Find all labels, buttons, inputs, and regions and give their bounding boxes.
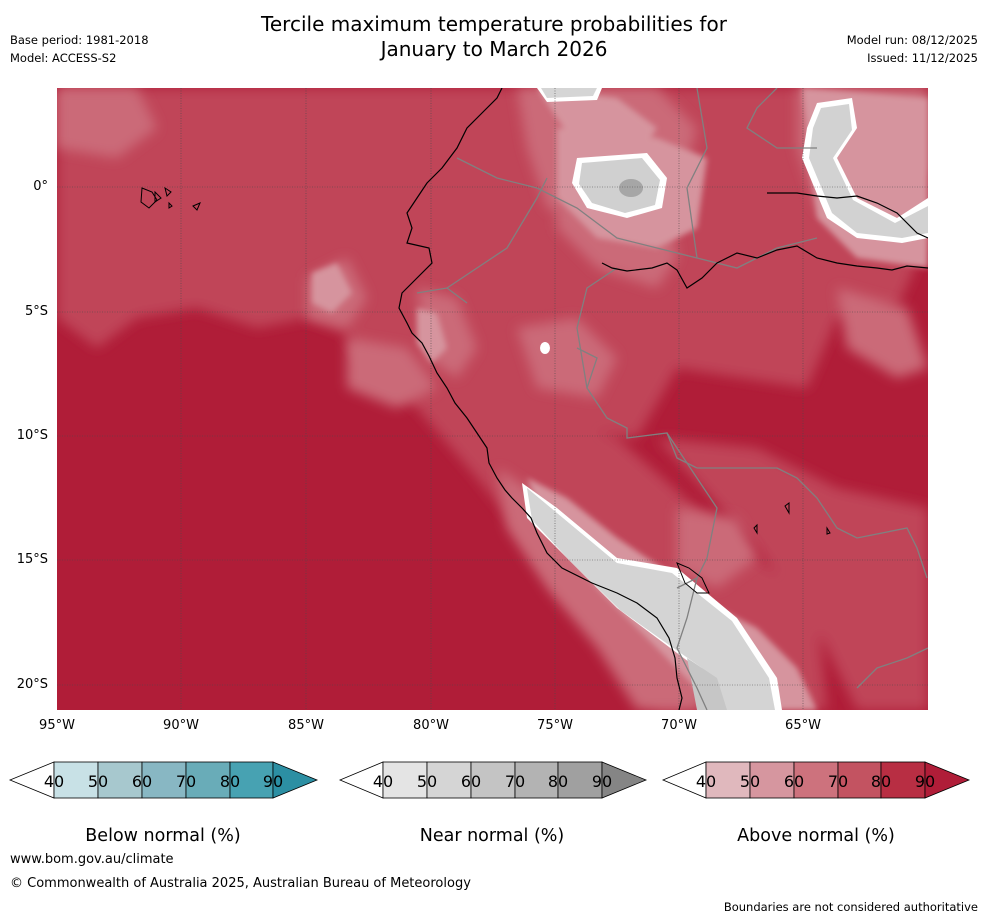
lon-label-90w: 90°W bbox=[163, 718, 199, 733]
graticule bbox=[57, 88, 928, 710]
cb1-seg-5 bbox=[557, 761, 603, 799]
lon-label-65w: 65°W bbox=[785, 718, 821, 733]
cb1-tick-80: 80 bbox=[547, 772, 569, 791]
title-line-2: January to March 2026 bbox=[380, 37, 608, 61]
model-name: Model: ACCESS-S2 bbox=[10, 51, 117, 65]
cb0-tick-90: 90 bbox=[262, 772, 284, 791]
cb2-seg-3 bbox=[793, 761, 839, 799]
colorbar-label-above-normal: Above normal (%) bbox=[737, 826, 895, 846]
cb2-seg-1 bbox=[705, 761, 751, 799]
cb2-tick-70: 70 bbox=[827, 772, 849, 791]
cb2-tick-40: 40 bbox=[695, 772, 717, 791]
cb0-tick-60: 60 bbox=[131, 772, 153, 791]
cb2-tick-50: 50 bbox=[739, 772, 761, 791]
map-title: Tercile maximum temperature probabilitie… bbox=[0, 12, 988, 62]
cb2-tick-90: 90 bbox=[914, 772, 936, 791]
cb0-seg-3 bbox=[141, 761, 187, 799]
cb1-tick-70: 70 bbox=[504, 772, 526, 791]
title-line-1: Tercile maximum temperature probabilitie… bbox=[261, 12, 727, 36]
metadata-right: Model run: 08/12/2025 Issued: 11/12/2025 bbox=[847, 31, 978, 67]
country-borders bbox=[416, 88, 928, 710]
cb0-seg-6 bbox=[272, 761, 319, 799]
near-normal-south-region bbox=[522, 483, 782, 710]
cb0-tick-70: 70 bbox=[175, 772, 197, 791]
model-run-date: Model run: 08/12/2025 bbox=[846, 33, 978, 47]
cb0-tick-80: 80 bbox=[219, 772, 241, 791]
near-normal-north-region bbox=[537, 88, 928, 354]
lon-label-75w: 75°W bbox=[537, 718, 573, 733]
cb1-seg-6 bbox=[601, 761, 648, 799]
lon-label-95w: 95°W bbox=[39, 718, 75, 733]
cb2-seg-4 bbox=[837, 761, 882, 799]
colorbar-near-normal bbox=[338, 761, 648, 799]
issued-date: Issued: 11/12/2025 bbox=[867, 51, 978, 65]
cb0-tick-50: 50 bbox=[87, 772, 109, 791]
colorbar-legends bbox=[8, 761, 971, 799]
lat-label-15s: 15°S bbox=[16, 552, 48, 567]
cb1-seg-4 bbox=[514, 761, 559, 799]
cb2-tick-60: 60 bbox=[783, 772, 805, 791]
cb1-seg-3 bbox=[470, 761, 516, 799]
footer-copyright: © Commonwealth of Australia 2025, Austra… bbox=[10, 876, 471, 891]
lon-label-70w: 70°W bbox=[661, 718, 697, 733]
cb1-tick-60: 60 bbox=[460, 772, 482, 791]
colorbar-label-below-normal: Below normal (%) bbox=[85, 826, 241, 846]
lat-label-0: 0° bbox=[33, 179, 48, 194]
lon-label-80w: 80°W bbox=[413, 718, 449, 733]
islands bbox=[140, 186, 831, 594]
probability-map bbox=[57, 88, 928, 710]
cb1-tick-40: 40 bbox=[372, 772, 394, 791]
lat-label-5s: 5°S bbox=[24, 304, 48, 319]
lat-label-20s: 20°S bbox=[16, 677, 48, 692]
footer-url: www.bom.gov.au/climate bbox=[10, 852, 174, 867]
cb0-seg-2 bbox=[97, 761, 143, 799]
cb2-seg-5 bbox=[880, 761, 926, 799]
cb0-seg-4 bbox=[185, 761, 231, 799]
footer-disclaimer: Boundaries are not considered authoritat… bbox=[723, 900, 978, 914]
colorbar-label-near-normal: Near normal (%) bbox=[419, 826, 565, 846]
cb2-seg-2 bbox=[749, 761, 795, 799]
base-period: Base period: 1981-2018 bbox=[10, 33, 149, 47]
cb2-seg-6 bbox=[924, 761, 971, 799]
cb1-tick-50: 50 bbox=[416, 772, 438, 791]
colorbar-above-normal bbox=[661, 761, 971, 799]
coastline bbox=[398, 88, 928, 710]
cb2-tick-80: 80 bbox=[870, 772, 892, 791]
cb0-tick-40: 40 bbox=[43, 772, 65, 791]
lat-label-10s: 10°S bbox=[16, 428, 48, 443]
lon-label-85w: 85°W bbox=[288, 718, 324, 733]
metadata-left: Base period: 1981-2018 Model: ACCESS-S2 bbox=[10, 31, 149, 67]
colorbar-below-normal bbox=[8, 761, 319, 799]
cb1-tick-90: 90 bbox=[591, 772, 613, 791]
